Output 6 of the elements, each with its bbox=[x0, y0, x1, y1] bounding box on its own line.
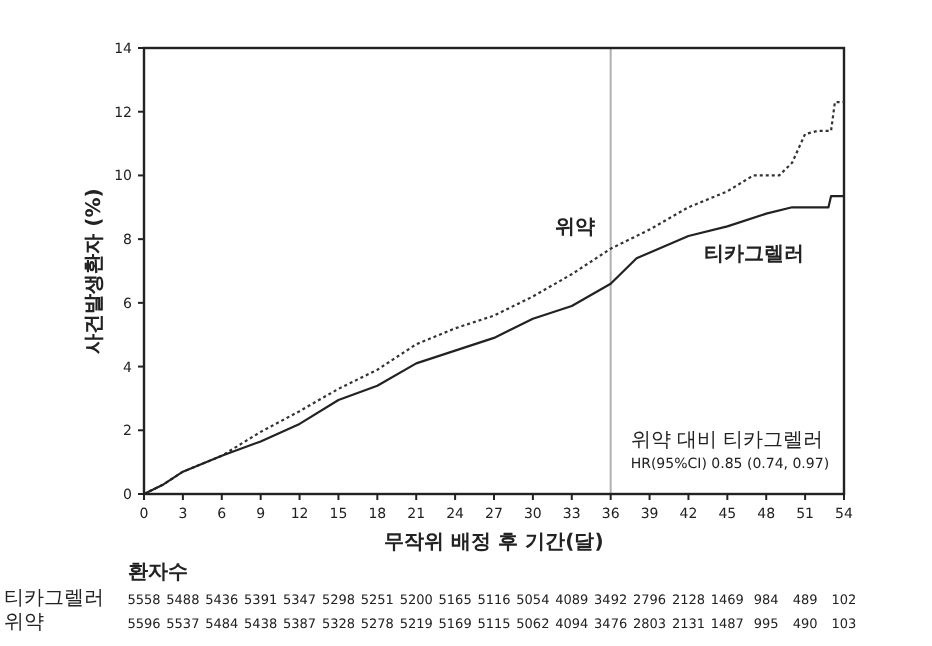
series-label: 티카그렐러 bbox=[704, 243, 805, 266]
x-axis-title: 무작위 배정 후 기간(달) bbox=[384, 532, 604, 554]
y-axis-title: 사건발생환자 (%) bbox=[84, 188, 106, 354]
annotation: 위약 대비 티카그렐러 bbox=[630, 430, 824, 452]
series-label: 위약 bbox=[554, 216, 595, 239]
text: 환자수 bbox=[128, 562, 188, 584]
